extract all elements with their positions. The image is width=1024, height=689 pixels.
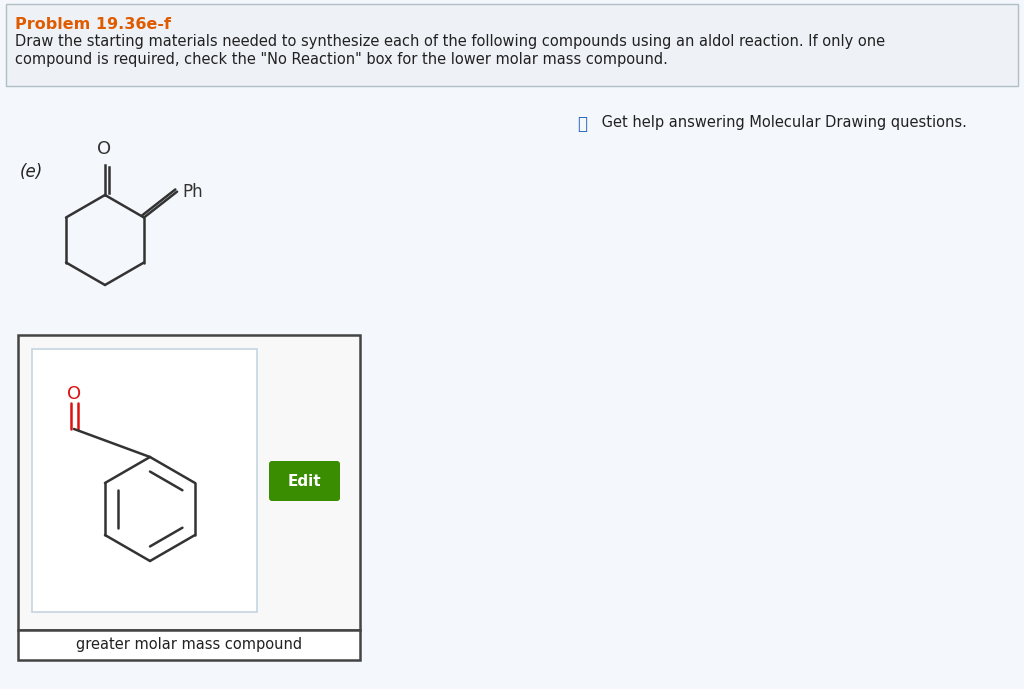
Text: greater molar mass compound: greater molar mass compound (76, 637, 302, 652)
Text: ❓: ❓ (577, 115, 587, 133)
Text: O: O (67, 385, 81, 403)
Text: O: O (97, 140, 111, 158)
Bar (32, 349, 257, 612)
Text: (e): (e) (20, 163, 43, 181)
Text: compound is required, check the "No Reaction" box for the lower molar mass compo: compound is required, check the "No Reac… (15, 52, 668, 67)
FancyBboxPatch shape (269, 461, 340, 501)
Text: Get help answering Molecular Drawing questions.: Get help answering Molecular Drawing que… (597, 115, 967, 130)
Bar (6, 4, 1018, 86)
Text: Ph: Ph (182, 183, 203, 200)
Text: Draw the starting materials needed to synthesize each of the following compounds: Draw the starting materials needed to sy… (15, 34, 885, 49)
Bar (18, 630, 360, 660)
Bar (18, 335, 360, 630)
Text: Problem 19.36e-f: Problem 19.36e-f (15, 17, 171, 32)
Text: Edit: Edit (288, 473, 322, 489)
